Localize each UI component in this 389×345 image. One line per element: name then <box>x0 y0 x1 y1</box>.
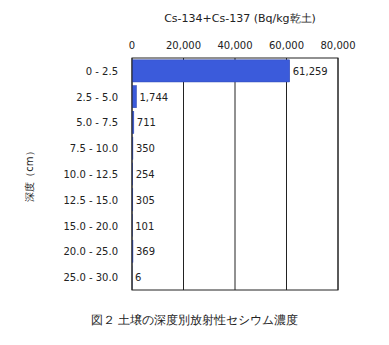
category-label: 5.0 - 7.5 <box>76 117 118 128</box>
x-tick-label: 0 <box>129 40 135 51</box>
x-tick-label: 20,000 <box>166 40 201 51</box>
grid-line <box>235 58 236 290</box>
data-label: 350 <box>136 143 155 154</box>
bar <box>132 60 290 82</box>
x-tick-label: 60,000 <box>269 40 304 51</box>
data-label: 369 <box>136 246 155 257</box>
y-axis-title: 深度（cm） <box>24 146 35 201</box>
x-tick-label: 40,000 <box>218 40 253 51</box>
category-label: 25.0 - 30.0 <box>64 272 119 283</box>
data-label: 305 <box>136 195 155 206</box>
category-label: 10.0 - 12.5 <box>64 169 119 180</box>
data-label: 101 <box>135 221 154 232</box>
data-label: 254 <box>136 169 155 180</box>
x-axis-title: Cs-134+Cs-137 (Bq/kg乾土) <box>164 12 316 25</box>
bars <box>132 60 290 288</box>
grid-line <box>183 58 184 290</box>
category-label: 0 - 2.5 <box>86 66 118 77</box>
data-label: 1,744 <box>139 92 168 103</box>
plot-frame <box>132 58 338 290</box>
category-label: 2.5 - 5.0 <box>76 92 118 103</box>
category-label: 20.0 - 25.0 <box>64 246 119 257</box>
category-label: 7.5 - 10.0 <box>70 143 118 154</box>
category-label: 12.5 - 15.0 <box>64 195 119 206</box>
data-label: 6 <box>135 272 141 283</box>
chart-svg: Cs-134+Cs-137 (Bq/kg乾土) 0 20,000 40,000 60,0… <box>0 0 389 345</box>
chart-container: Cs-134+Cs-137 (Bq/kg乾土) 0 20,000 40,000 60,0… <box>0 0 389 345</box>
bar <box>132 86 136 108</box>
x-tick-label: 80,000 <box>321 40 356 51</box>
category-label: 15.0 - 20.0 <box>64 221 119 232</box>
data-label: 711 <box>137 117 156 128</box>
chart-title: 図２ 土壌の深度別放射性セシウム濃度 <box>91 313 299 327</box>
data-label: 61,259 <box>293 66 328 77</box>
grid-line <box>286 58 287 290</box>
